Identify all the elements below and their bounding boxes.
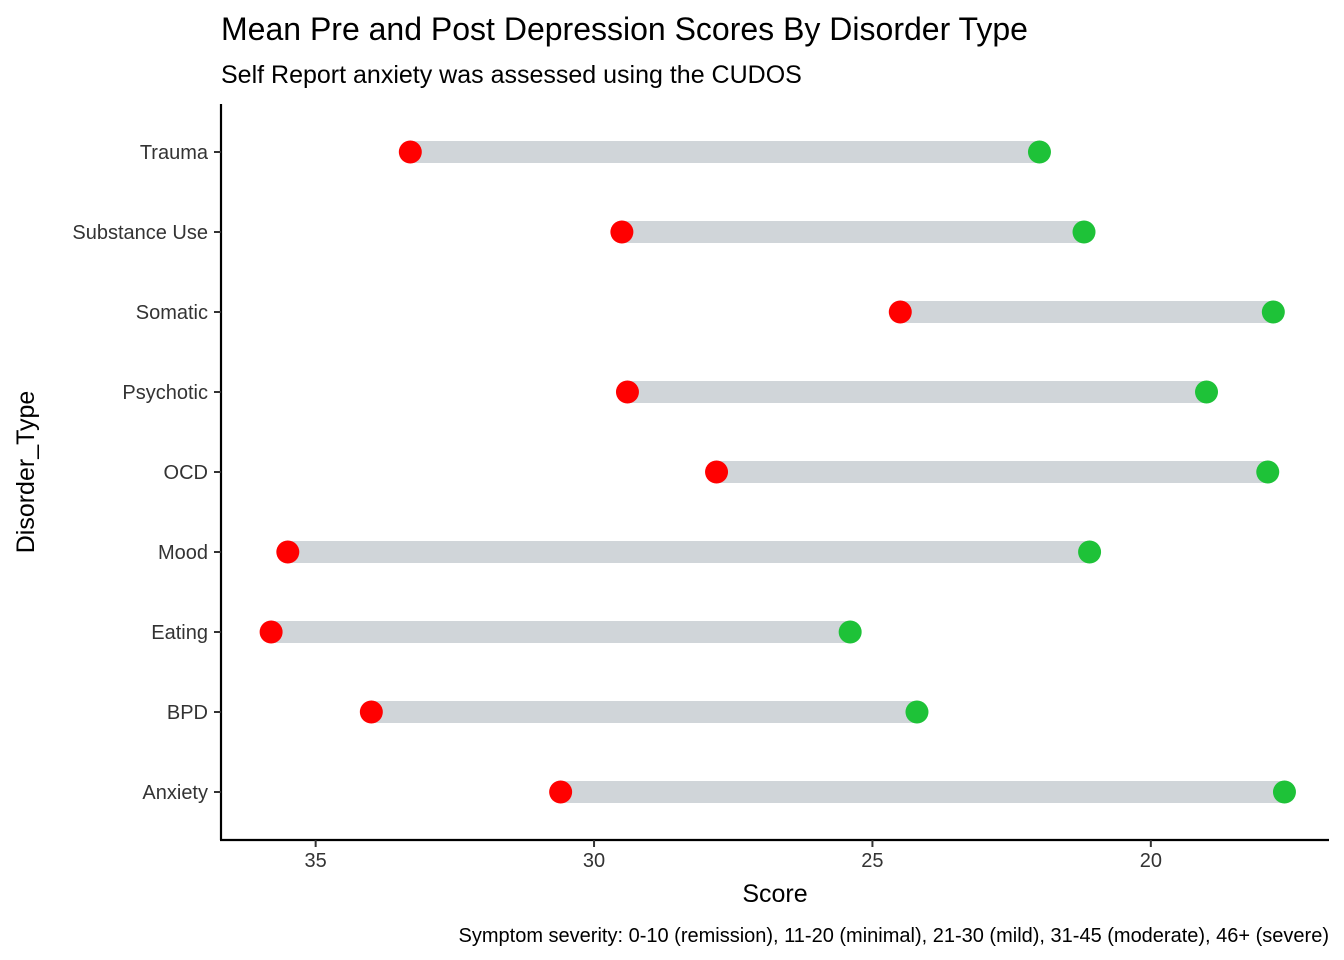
post-point-somatic bbox=[1261, 300, 1285, 324]
caption: Symptom severity: 0-10 (remission), 11-2… bbox=[459, 925, 1329, 947]
y-tick-label-anxiety: Anxiety bbox=[142, 782, 208, 804]
chart-title: Mean Pre and Post Depression Scores By D… bbox=[221, 11, 1028, 47]
pre-point-eating bbox=[259, 620, 283, 644]
chart-subtitle: Self Report anxiety was assessed using t… bbox=[221, 61, 802, 89]
y-axis-title: Disorder_Type bbox=[12, 391, 40, 554]
segments-layer bbox=[271, 141, 1285, 803]
y-tick-label-mood: Mood bbox=[158, 542, 208, 564]
pre-point-substance-use bbox=[610, 220, 634, 244]
y-tick-label-trauma: Trauma bbox=[140, 142, 209, 164]
points-layer bbox=[259, 140, 1296, 804]
post-point-eating bbox=[838, 620, 862, 644]
pre-point-anxiety bbox=[549, 780, 573, 804]
pre-point-psychotic bbox=[615, 380, 639, 404]
y-tick-label-psychotic: Psychotic bbox=[122, 382, 208, 404]
pre-point-somatic bbox=[888, 300, 912, 324]
post-point-psychotic bbox=[1195, 380, 1219, 404]
x-tick-label: 20 bbox=[1140, 850, 1162, 872]
post-point-ocd bbox=[1256, 460, 1280, 484]
y-axis-ticks: Anxiety BPD Eating Mood OCD Psychotic Somatic S… bbox=[72, 142, 221, 804]
y-tick-label-somatic: Somatic bbox=[136, 302, 208, 324]
y-tick-label-substance-use: Substance Use bbox=[72, 222, 208, 244]
post-point-anxiety bbox=[1272, 780, 1296, 804]
x-tick-label: 30 bbox=[583, 850, 605, 872]
post-point-trauma bbox=[1027, 140, 1051, 164]
pre-point-ocd bbox=[705, 460, 729, 484]
pre-point-trauma bbox=[398, 140, 422, 164]
x-tick-label: 25 bbox=[861, 850, 883, 872]
y-tick-label-eating: Eating bbox=[151, 622, 208, 644]
x-axis-title: Score bbox=[742, 880, 807, 908]
post-point-bpd bbox=[905, 700, 929, 724]
y-tick-label-bpd: BPD bbox=[167, 702, 208, 724]
pre-point-mood bbox=[276, 540, 300, 564]
y-tick-label-ocd: OCD bbox=[164, 462, 208, 484]
post-point-mood bbox=[1078, 540, 1102, 564]
pre-point-bpd bbox=[359, 700, 383, 724]
post-point-substance-use bbox=[1072, 220, 1096, 244]
x-tick-label: 35 bbox=[305, 850, 327, 872]
x-axis-ticks: 35 30 25 20 bbox=[305, 840, 1162, 872]
